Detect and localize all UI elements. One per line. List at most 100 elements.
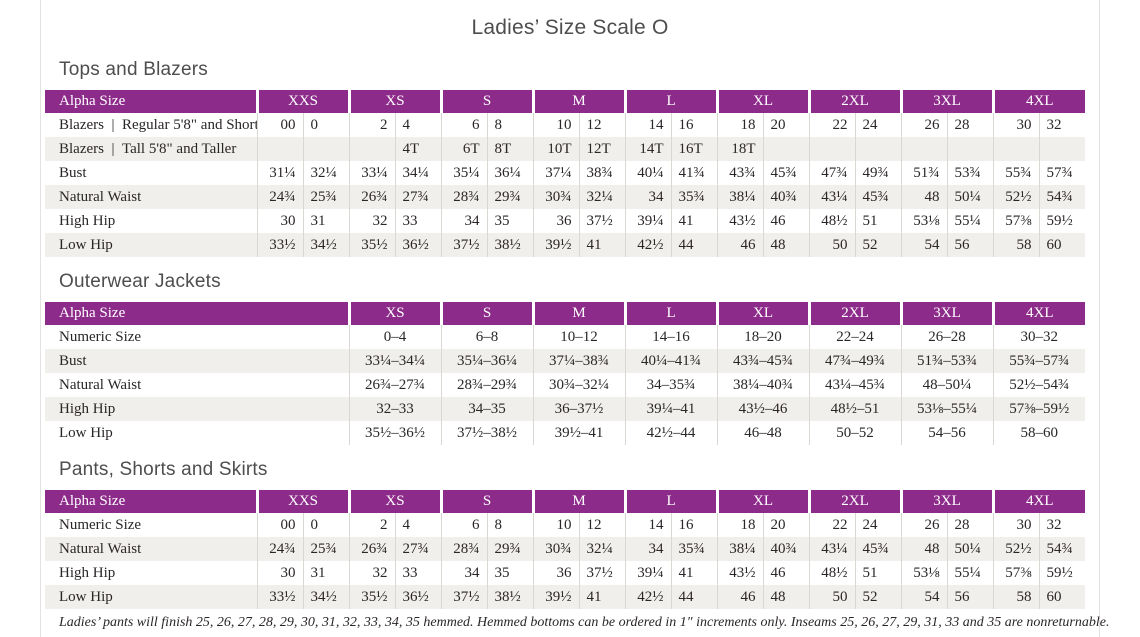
value-cell: 8 bbox=[486, 513, 534, 537]
value-cell: 50¼ bbox=[946, 537, 994, 561]
value-cell: 32 bbox=[1038, 113, 1086, 137]
value-cell: 34 bbox=[624, 185, 672, 209]
value-cell: 27¾ bbox=[394, 537, 442, 561]
table-row: Numeric Size 00 0 2 4 6 8 10 12 14 16 18 20 22 24 26 28 3… bbox=[45, 513, 1086, 537]
value-cell: 46 bbox=[716, 585, 764, 609]
value-cell: 35½ bbox=[348, 233, 396, 257]
value-cell: 30¾ bbox=[532, 537, 580, 561]
value-cell: 30 bbox=[256, 561, 303, 585]
size-header-cell: M bbox=[531, 90, 626, 113]
value-cell: 60 bbox=[1038, 233, 1086, 257]
value-cell: 34–35¾ bbox=[624, 373, 718, 397]
size-header-cell: L bbox=[623, 90, 718, 113]
size-header-cell: L bbox=[623, 490, 718, 513]
value-cell: 38¾ bbox=[578, 161, 626, 185]
value-cell: 34 bbox=[440, 561, 488, 585]
section-outerwear-jackets: Outerwear Jackets Alpha Size XS S M L XL 2XL 3X… bbox=[41, 271, 1099, 445]
value-cell: 55¾–57¾ bbox=[992, 349, 1086, 373]
value-cell: 39¼–41 bbox=[624, 397, 718, 421]
value-cell: 36–37½ bbox=[532, 397, 626, 421]
table-row: Natural Waist 26¾–27¾ 28¾–29¾ 30¾–32¼ 34–35¾… bbox=[45, 373, 1086, 397]
value-cell: 48 bbox=[900, 537, 948, 561]
value-cell: 46 bbox=[762, 561, 810, 585]
size-header-cell: S bbox=[439, 490, 534, 513]
value-cell: 30¾ bbox=[532, 185, 580, 209]
value-cell: 35½ bbox=[348, 585, 396, 609]
value-cell: 12 bbox=[578, 513, 626, 537]
value-cell: 22 bbox=[808, 513, 856, 537]
size-header-cell: XL bbox=[715, 90, 810, 113]
value-cell: 56 bbox=[946, 233, 994, 257]
value-cell: 56 bbox=[946, 585, 994, 609]
value-cell bbox=[854, 137, 902, 161]
value-cell: 38½ bbox=[486, 233, 534, 257]
size-header-cell: 3XL bbox=[899, 90, 994, 113]
value-cell: 28 bbox=[946, 113, 994, 137]
value-cell: 58 bbox=[992, 585, 1040, 609]
value-cell: 4T bbox=[394, 137, 442, 161]
value-cell: 35¾ bbox=[670, 185, 718, 209]
value-cell: 16 bbox=[670, 113, 718, 137]
value-cell: 18–20 bbox=[716, 325, 810, 349]
size-header-cell: XS bbox=[347, 490, 442, 513]
value-cell: 38¼ bbox=[716, 537, 764, 561]
value-cell: 48 bbox=[762, 585, 810, 609]
value-cell: 34½ bbox=[302, 585, 350, 609]
value-cell: 35¼–36¼ bbox=[440, 349, 534, 373]
size-header-cell: M bbox=[531, 302, 626, 325]
value-cell: 28¾ bbox=[440, 537, 488, 561]
value-cell: 36¼ bbox=[486, 161, 534, 185]
row-label-cell: Bust bbox=[59, 165, 87, 181]
value-cell: 29¾ bbox=[486, 537, 534, 561]
row-label-cell: Natural Waist bbox=[59, 377, 142, 393]
value-cell: 46 bbox=[762, 209, 810, 233]
value-cell: 44 bbox=[670, 233, 718, 257]
value-cell: 24 bbox=[854, 513, 902, 537]
value-cell: 47¾ bbox=[808, 161, 856, 185]
value-cell: 31 bbox=[302, 209, 350, 233]
section-tops-and-blazers: Tops and Blazers Alpha Size XXS XS S M L XL 2XL… bbox=[41, 59, 1099, 257]
value-cell: 37¼ bbox=[532, 161, 580, 185]
value-cell: 58 bbox=[992, 233, 1040, 257]
value-cell: 45¾ bbox=[854, 537, 902, 561]
value-cell: 51 bbox=[854, 561, 902, 585]
table-row: Bust 31¼ 32¼ 33¼ 34¼ 35¼ 36¼ 37¼ 38¾ 40¼ 41¾ 43¾ 45¾… bbox=[45, 161, 1086, 185]
value-cell: 16T bbox=[670, 137, 718, 161]
size-header-cell: XXS bbox=[255, 490, 350, 513]
value-cell: 58–60 bbox=[992, 421, 1086, 445]
value-cell: 32 bbox=[1038, 513, 1086, 537]
value-cell: 28 bbox=[946, 513, 994, 537]
value-cell: 33¼ bbox=[348, 161, 396, 185]
value-cell: 53⅛ bbox=[900, 209, 948, 233]
size-header-cell: M bbox=[531, 490, 626, 513]
table-row: Natural Waist 24¾ 25¾ 26¾ 27¾ 28¾ 29¾ 30¾ 32¼ 34 3… bbox=[45, 537, 1086, 561]
value-cell: 52½ bbox=[992, 185, 1040, 209]
value-cell: 00 bbox=[256, 113, 303, 137]
value-cell: 30 bbox=[992, 113, 1040, 137]
section-title-outerwear-jackets: Outerwear Jackets bbox=[59, 271, 221, 292]
value-cell: 24¾ bbox=[256, 537, 303, 561]
value-cell: 28¾–29¾ bbox=[440, 373, 534, 397]
alpha-size-header-cell: Alpha Size bbox=[45, 490, 257, 513]
size-chart-page: Ladies’ Size Scale O Tops and Blazers Al… bbox=[40, 0, 1110, 637]
value-cell: 54 bbox=[900, 585, 948, 609]
size-header-cell: 4XL bbox=[991, 90, 1086, 113]
value-cell: 10 bbox=[532, 513, 580, 537]
value-cell: 48½–51 bbox=[808, 397, 902, 421]
footnote: Ladies’ pants will finish 25, 26, 27, 28… bbox=[59, 615, 1110, 630]
value-cell: 0 bbox=[302, 113, 350, 137]
section-title-pants-shorts-skirts: Pants, Shorts and Skirts bbox=[59, 459, 268, 480]
value-cell: 39½–41 bbox=[532, 421, 626, 445]
value-cell: 41¾ bbox=[670, 161, 718, 185]
value-cell: 53⅛ bbox=[900, 561, 948, 585]
value-cell: 25¾ bbox=[302, 537, 350, 561]
value-cell bbox=[900, 137, 948, 161]
size-header-cell: S bbox=[439, 90, 534, 113]
value-cell bbox=[946, 137, 994, 161]
value-cell: 48–50¼ bbox=[900, 373, 994, 397]
table-row: Blazers | Regular 5'8" and Shorter 00 0 2 4 6… bbox=[45, 113, 1086, 137]
value-cell: 39¼ bbox=[624, 561, 672, 585]
value-cell: 57⅜–59½ bbox=[992, 397, 1086, 421]
value-cell: 18 bbox=[716, 513, 764, 537]
value-cell: 43½–46 bbox=[716, 397, 810, 421]
